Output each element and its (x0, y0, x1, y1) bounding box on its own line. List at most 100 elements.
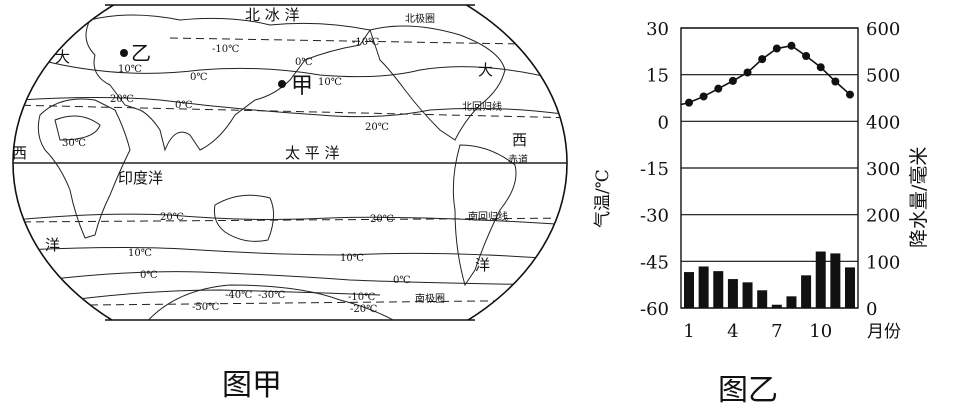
precipitation-bar (742, 282, 753, 308)
isotherm-label: -40℃ (225, 290, 252, 301)
x-tick-label: 7 (771, 321, 782, 342)
temperature-point (831, 77, 840, 86)
precipitation-bar (830, 253, 841, 308)
temperature-point (714, 84, 723, 93)
isotherm-label: 10℃ (128, 248, 152, 259)
label-tropic-cancer: 北回归线 (462, 100, 502, 113)
isotherm-south-10 (24, 247, 567, 261)
temperature-line (680, 41, 854, 107)
x-axis-ticks: 1 4 7 10 (683, 321, 832, 342)
temperature-point (728, 76, 737, 85)
x-tick-label: 1 (683, 321, 694, 342)
antarctic-circle-line (89, 299, 567, 306)
world-isotherm-map: 北 冰 洋 太 平 洋 印度洋 西 洋 大 大 西 洋 甲 乙 北回归线 南回归… (12, 4, 568, 321)
isotherm-label: -10℃ (212, 44, 239, 55)
isotherm-label: 0℃ (393, 275, 411, 286)
label-arctic-ocean: 北 冰 洋 (245, 6, 300, 24)
label-atlantic-east-yang: 洋 (475, 256, 490, 274)
isotherm-north-20 (19, 97, 567, 118)
temperature-point (846, 90, 854, 99)
precipitation-bar (727, 279, 738, 308)
isotherm-north-30 (54, 115, 101, 141)
south-america-outline (452, 144, 517, 287)
right-tick-label: 400 (866, 112, 900, 133)
left-tick-label: 30 (646, 19, 669, 40)
precipitation-bar (771, 304, 782, 308)
isotherm-label: -10℃ (348, 292, 375, 303)
precipitation-bar (786, 296, 797, 308)
temperature-point (787, 41, 796, 50)
temperature-point (772, 44, 781, 53)
isotherm-label: 10℃ (118, 64, 142, 75)
arctic-circle-line (169, 37, 567, 46)
precipitation-bar (801, 275, 812, 308)
isotherm-label: -20℃ (350, 304, 377, 315)
precipitation-bar (698, 266, 709, 308)
right-tick-label: 500 (866, 66, 900, 87)
point-yi-marker (120, 49, 128, 57)
isotherm-label: 0℃ (175, 100, 193, 111)
right-axis-ticks: 600 500 400 300 200 100 0 (866, 19, 900, 320)
label-atlantic-east-da: 大 (478, 61, 493, 79)
precipitation-bar (713, 271, 724, 308)
isotherm-label: 0℃ (190, 72, 208, 83)
left-tick-label: -60 (640, 299, 669, 320)
precipitation-bars (684, 251, 855, 308)
label-point-yi: 乙 (131, 41, 151, 65)
label-atlantic-west-xi: 西 (12, 144, 27, 162)
right-tick-label: 0 (866, 299, 877, 320)
x-tick-label: 4 (727, 321, 738, 342)
label-atlantic-west-yang: 洋 (45, 236, 60, 254)
precipitation-bar (757, 290, 768, 308)
north-america-outline (369, 25, 506, 141)
temperature-point (802, 52, 811, 60)
label-indian-ocean: 印度洋 (118, 169, 163, 187)
isotherm-label: -50℃ (192, 302, 219, 313)
isotherm-label: -10℃ (352, 37, 379, 48)
label-tropic-capricorn: 南回归线 (468, 210, 508, 223)
figure-b-caption: 图乙 (718, 373, 778, 408)
left-tick-label: -45 (640, 252, 669, 273)
label-equator: 赤道 (508, 153, 528, 166)
antarctica-outline (139, 284, 411, 320)
figure-a-caption: 图甲 (222, 368, 282, 403)
left-axis-ticks: 30 15 0 -15 -30 -45 -60 (640, 19, 669, 320)
point-jia-marker (278, 80, 286, 88)
isotherm-label: 20℃ (365, 122, 389, 133)
precipitation-bar (845, 267, 855, 308)
eurasia-outline (85, 14, 371, 152)
right-tick-label: 600 (866, 19, 900, 40)
left-tick-label: 15 (646, 66, 669, 87)
right-tick-label: 100 (866, 252, 900, 273)
tropic-capricorn-line (13, 217, 567, 223)
right-tick-label: 200 (866, 206, 900, 227)
temperature-point (758, 55, 767, 64)
isotherm-label: 20℃ (160, 212, 184, 223)
isotherm-north-10 (39, 59, 561, 81)
precipitation-bar (815, 251, 826, 308)
isotherm-label: 20℃ (370, 214, 394, 225)
map-border (12, 5, 568, 320)
isotherm-label: 10℃ (318, 77, 342, 88)
isotherm-label: 20℃ (110, 94, 134, 105)
label-pacific-ocean: 太 平 洋 (285, 144, 340, 162)
isotherm-south-m10 (69, 289, 381, 301)
right-axis-label: 降水量/毫米 (908, 147, 930, 248)
temperature-point (685, 98, 693, 107)
precipitation-bar (684, 272, 694, 308)
isotherm-label: -30℃ (258, 290, 285, 301)
left-tick-label: -15 (640, 159, 669, 180)
label-antarctic-circle: 南极圈 (415, 292, 445, 305)
temperature-point (816, 63, 825, 72)
australia-outline (214, 194, 274, 242)
isotherm-south-0 (44, 271, 561, 286)
isotherm-label: 0℃ (140, 270, 158, 281)
tropic-cancer-line (13, 104, 567, 119)
temperature-point (743, 68, 752, 77)
label-arctic-circle: 北极圈 (405, 12, 435, 25)
x-tick-label: 10 (809, 321, 832, 342)
label-atlantic-west-da: 大 (55, 48, 70, 66)
label-atlantic-east-xi: 西 (512, 131, 527, 149)
label-point-jia: 甲 (291, 74, 313, 99)
left-tick-label: 0 (658, 112, 669, 133)
